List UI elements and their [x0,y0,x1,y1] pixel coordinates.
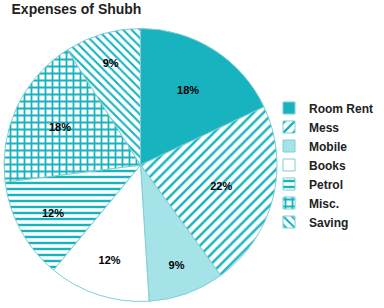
svg-text:18%: 18% [49,121,71,133]
svg-text:22%: 22% [210,180,232,192]
svg-text:Books: Books [309,159,346,173]
svg-text:12%: 12% [99,254,121,266]
svg-text:Expenses of Shubh: Expenses of Shubh [12,1,142,17]
svg-text:Mess: Mess [309,121,339,135]
svg-text:Misc.: Misc. [309,197,339,211]
svg-text:Mobile: Mobile [309,140,347,154]
svg-text:9%: 9% [103,57,119,69]
svg-text:Room Rent: Room Rent [309,102,373,116]
svg-text:Petrol: Petrol [309,178,343,192]
svg-text:12%: 12% [42,207,64,219]
svg-text:Saving: Saving [309,216,348,230]
svg-text:9%: 9% [169,259,185,271]
svg-text:18%: 18% [177,84,199,96]
